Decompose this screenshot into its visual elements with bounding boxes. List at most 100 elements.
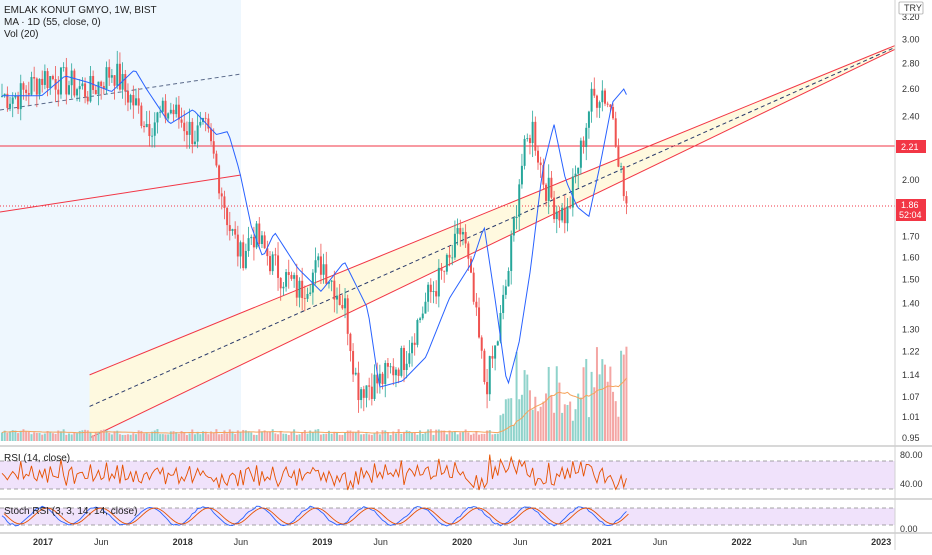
candle-body [617, 146, 620, 167]
candle-body [464, 232, 467, 244]
volume-bar [62, 429, 65, 441]
volume-bar [587, 417, 590, 441]
channel-upper-line[interactable] [89, 45, 896, 376]
candle-body [327, 281, 330, 284]
volume-bar [263, 430, 266, 441]
volume-bar [167, 434, 170, 441]
candle-body [542, 165, 545, 185]
volume-bar [456, 434, 459, 441]
volume-bar [512, 424, 515, 441]
candle-body [244, 250, 247, 269]
time-axis[interactable]: 2017 Jun 2018 Jun 2019 Jun 2020 Jun 2021 Jun 2022 J… [33, 537, 891, 547]
candle-body [502, 294, 505, 314]
volume-bar [215, 429, 218, 441]
volume-bar [472, 433, 475, 441]
time-tick-label: 2020 [452, 537, 472, 547]
volume-bar [330, 433, 333, 441]
symbol-title[interactable]: EMLAK KONUT GMYO, 1W, BIST [4, 5, 157, 16]
currency-box[interactable] [898, 1, 924, 15]
stoch-legend[interactable]: Stoch RSI (3, 3, 14, 14, close) [4, 506, 138, 517]
volume-bar [207, 434, 210, 441]
volume-bar [89, 432, 92, 441]
candle-body [113, 75, 116, 86]
volume-legend[interactable]: Vol (20) [4, 29, 39, 40]
price-axis[interactable]: 3.20 3.00 2.80 2.60 2.40 2.00 1.70 1.60 1.50 1.40… [902, 12, 920, 443]
volume-bar [550, 394, 553, 441]
candle-body [421, 313, 424, 319]
candle-body [523, 138, 526, 166]
candle-body [467, 243, 470, 259]
candle-body [373, 374, 376, 399]
volume-bar [202, 431, 204, 441]
candle-body [381, 373, 384, 385]
volume-bar [453, 431, 456, 441]
volume-bar [100, 430, 103, 441]
candle-body [199, 121, 202, 126]
price-tick-label: 2.80 [902, 58, 920, 68]
candle-body [445, 254, 448, 272]
volume-bar [236, 430, 239, 441]
volume-bar [269, 431, 271, 441]
volume-bar [156, 429, 159, 441]
candle-body [156, 112, 159, 123]
volume-bar [94, 432, 97, 441]
early-dashed-trend-line[interactable] [0, 73, 242, 111]
moving-average-line [2, 70, 627, 388]
volume-bar [234, 434, 237, 441]
candle-body [365, 385, 368, 398]
candle-body [577, 167, 580, 174]
candle-body [11, 97, 14, 104]
candle-body [49, 76, 52, 89]
candle-body [285, 272, 288, 287]
volume-bar [429, 429, 432, 441]
volume-bar [68, 433, 70, 441]
candle-body [376, 374, 379, 384]
early-red-trend-line[interactable] [0, 174, 242, 213]
volume-bar [14, 430, 17, 441]
volume-bar [403, 431, 405, 441]
price-tick-label: 1.70 [902, 231, 920, 241]
volume-bar [113, 431, 116, 441]
rsi-legend[interactable]: RSI (14, close) [4, 453, 71, 464]
candle-body [143, 125, 146, 128]
candle-body [352, 351, 355, 375]
volume-bar [368, 434, 371, 441]
candle-body [598, 102, 601, 108]
volume-bar [76, 433, 79, 441]
volume-bar [537, 411, 539, 441]
time-tick-label: 2022 [731, 537, 751, 547]
volume-bar [496, 433, 499, 441]
volume-bar [108, 432, 111, 441]
volume-bar [19, 430, 22, 441]
candle-body [282, 286, 285, 289]
volume-bar [298, 434, 301, 441]
stoch-band [0, 508, 895, 525]
volume-bar [277, 434, 280, 441]
candle-body [427, 284, 430, 302]
candle-body [25, 89, 28, 94]
channel-lower-line[interactable] [89, 48, 896, 439]
volume-bar [124, 434, 127, 441]
candle-body [76, 89, 79, 96]
candle-body [110, 75, 113, 78]
volume-bar [290, 432, 293, 441]
volume-bar [247, 431, 250, 441]
volume-bar [523, 370, 526, 441]
ma-legend[interactable]: MA · 1D (55, close, 0) [4, 17, 101, 28]
candle-body [277, 255, 280, 278]
candle-body [100, 81, 103, 86]
candle-body [290, 275, 293, 279]
volume-bar [445, 434, 448, 441]
volume-bar [360, 434, 363, 441]
candle-body [84, 83, 87, 97]
candle-body [408, 353, 411, 364]
volume-bar [464, 429, 467, 441]
volume-bar [255, 434, 258, 441]
price-tick-label: 1.50 [902, 275, 920, 285]
volume-bar [604, 364, 606, 441]
candle-body [145, 123, 148, 128]
volume-bar [574, 409, 577, 441]
volume-bar [301, 432, 304, 441]
